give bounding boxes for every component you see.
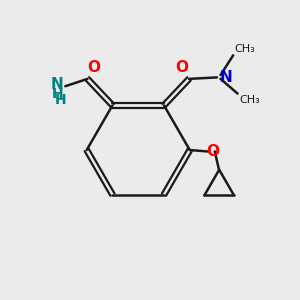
Text: N: N [220,70,233,85]
Text: O: O [87,60,100,75]
Text: O: O [175,60,188,75]
Text: N: N [50,77,63,92]
Text: CH₃: CH₃ [235,44,255,54]
Text: H: H [51,87,63,100]
Text: O: O [206,144,219,159]
Text: CH₃: CH₃ [239,95,260,105]
Text: H: H [55,93,67,107]
